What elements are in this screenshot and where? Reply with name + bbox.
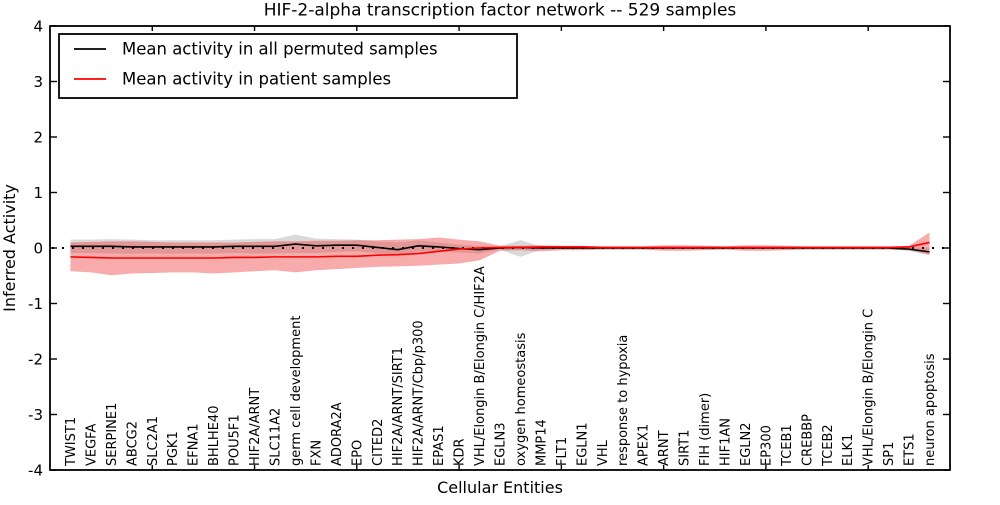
category-label: EGLN2 xyxy=(739,422,754,466)
category-label: VHL/Elongin B/Elongin C/HIF2A xyxy=(473,266,488,466)
category-label: VHL xyxy=(596,439,611,466)
category-label: TWIST1 xyxy=(64,417,79,467)
y-tick-label: 3 xyxy=(33,73,43,91)
category-label: EPO xyxy=(350,440,365,466)
legend-box xyxy=(58,33,518,99)
y-tick-label: 1 xyxy=(33,184,43,202)
category-label: BHLHE40 xyxy=(207,406,222,466)
category-label: EFNA1 xyxy=(187,423,202,466)
y-tick-label: 0 xyxy=(33,240,43,258)
category-label: TCEB2 xyxy=(821,424,836,467)
category-label: PGK1 xyxy=(166,431,181,466)
category-label: SLC11A2 xyxy=(269,408,284,466)
category-label: SLC2A1 xyxy=(146,416,161,466)
category-label: ARNT xyxy=(657,430,672,466)
category-label: HIF2A/ARNT/SIRT1 xyxy=(391,347,406,466)
category-label: APEX1 xyxy=(637,424,652,466)
line-series-1 xyxy=(70,241,930,259)
category-label: SERPINE1 xyxy=(105,403,120,466)
category-label: ABCG2 xyxy=(125,421,140,466)
category-label: SP1 xyxy=(882,442,897,466)
category-label: HIF1AN xyxy=(719,418,734,466)
x-axis-label: Cellular Entities xyxy=(437,478,563,497)
category-labels: TWIST1 VEGFA SERPINE1 ABCG2 SLC2A1 PGK1 EFNA1 B… xyxy=(64,266,938,467)
y-tick-label: 4 xyxy=(33,18,43,36)
series-lines xyxy=(52,241,948,259)
legend: Mean activity in all permuted samples Me… xyxy=(58,33,518,99)
confidence-bands xyxy=(70,232,930,276)
category-label: EGLN1 xyxy=(575,422,590,466)
category-label: ADORA2A xyxy=(330,402,345,466)
y-tick-label: -1 xyxy=(28,295,43,313)
legend-label-patient: Mean activity in patient samples xyxy=(122,70,391,89)
category-label: neuron apoptosis xyxy=(923,353,938,466)
category-label: ETS1 xyxy=(903,433,918,466)
band-series-0 xyxy=(70,234,930,257)
category-label: CITED2 xyxy=(371,419,386,466)
category-label: HIF2A/ARNT/Cbp/p300 xyxy=(412,320,427,466)
category-label: FIH (dimer) xyxy=(698,393,713,466)
category-label: oxygen homeostasis xyxy=(514,332,529,466)
category-label: FXN xyxy=(309,440,324,466)
category-label: POU5F1 xyxy=(228,414,243,466)
y-axis-label: Inferred Activity xyxy=(0,184,19,312)
chart-title: HIF-2-alpha transcription factor network… xyxy=(264,1,737,21)
category-label: EPAS1 xyxy=(432,425,447,466)
band-series-1 xyxy=(70,232,930,276)
category-label: FLT1 xyxy=(555,437,570,466)
category-label: EP300 xyxy=(759,425,774,466)
category-label: VHL/Elongin B/Elongin C xyxy=(862,309,877,466)
y-tick-label: 2 xyxy=(33,129,43,147)
category-label: VEGFA xyxy=(84,424,99,466)
y-tick-label: -4 xyxy=(28,462,43,480)
category-label: CREBBP xyxy=(800,414,815,466)
category-label: response to hypoxia xyxy=(616,335,631,466)
category-label: MMP14 xyxy=(534,419,549,466)
category-label: SIRT1 xyxy=(678,430,693,466)
category-label: ELK1 xyxy=(841,434,856,466)
category-label: TCEB1 xyxy=(780,424,795,467)
category-label: germ cell development xyxy=(289,316,304,466)
category-label: KDR xyxy=(453,438,468,466)
y-tick-label: -2 xyxy=(28,351,43,369)
category-label: HIF2A/ARNT xyxy=(248,388,263,466)
y-tick-label: -3 xyxy=(28,406,43,424)
legend-label-permuted: Mean activity in all permuted samples xyxy=(122,40,438,59)
axes: -4 -3 -2 -1 0 1 2 3 4 xyxy=(28,18,951,480)
category-label: EGLN3 xyxy=(494,422,509,466)
